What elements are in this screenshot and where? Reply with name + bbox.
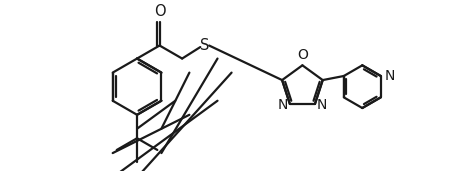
Text: O: O (297, 48, 308, 62)
Text: S: S (200, 38, 210, 53)
Text: N: N (317, 98, 328, 112)
Text: O: O (154, 4, 166, 19)
Text: N: N (384, 69, 395, 83)
Text: N: N (278, 98, 288, 112)
